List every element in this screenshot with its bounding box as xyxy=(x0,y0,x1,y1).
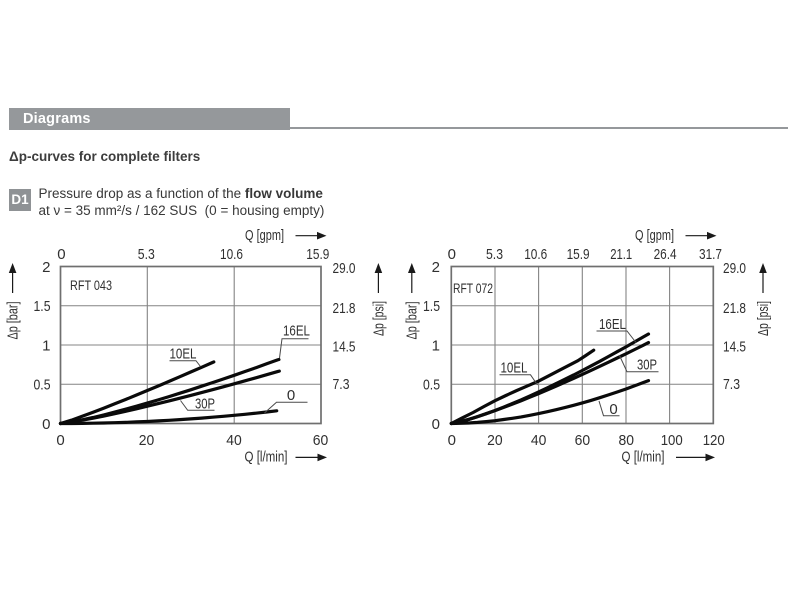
svg-text:7.3: 7.3 xyxy=(333,376,350,393)
svg-text:10EL: 10EL xyxy=(501,360,528,377)
svg-text:0: 0 xyxy=(42,416,50,433)
svg-text:1: 1 xyxy=(432,337,440,354)
svg-text:10EL: 10EL xyxy=(170,345,197,362)
svg-text:Δp [bar]: Δp [bar] xyxy=(404,302,421,340)
svg-text:RFT 043: RFT 043 xyxy=(70,277,112,293)
svg-text:29.0: 29.0 xyxy=(333,260,356,277)
svg-text:RFT 072: RFT 072 xyxy=(453,280,493,296)
svg-text:2: 2 xyxy=(432,259,440,276)
svg-text:60: 60 xyxy=(313,432,329,449)
svg-text:40: 40 xyxy=(226,432,242,449)
svg-text:14.5: 14.5 xyxy=(333,339,356,356)
svg-text:0: 0 xyxy=(448,246,456,263)
svg-text:29.0: 29.0 xyxy=(723,260,746,277)
svg-text:30P: 30P xyxy=(195,395,215,412)
svg-text:10.6: 10.6 xyxy=(220,246,243,263)
svg-text:20: 20 xyxy=(487,432,503,449)
svg-text:120: 120 xyxy=(703,432,725,449)
svg-text:21.8: 21.8 xyxy=(333,300,356,317)
svg-text:Q [l/min]: Q [l/min] xyxy=(245,449,288,466)
svg-text:Δp [bar]: Δp [bar] xyxy=(5,302,22,340)
svg-text:2: 2 xyxy=(42,259,50,276)
svg-text:Δp [psi]: Δp [psi] xyxy=(370,301,387,336)
svg-text:80: 80 xyxy=(619,432,635,449)
svg-text:Q [gpm]: Q [gpm] xyxy=(635,227,674,244)
svg-text:5.3: 5.3 xyxy=(138,246,155,263)
svg-text:Q [gpm]: Q [gpm] xyxy=(245,227,284,244)
svg-text:16EL: 16EL xyxy=(599,316,626,333)
svg-text:1: 1 xyxy=(42,337,50,354)
svg-text:0.5: 0.5 xyxy=(423,377,440,394)
svg-text:1.5: 1.5 xyxy=(34,298,51,315)
svg-text:60: 60 xyxy=(575,432,591,449)
svg-text:21.8: 21.8 xyxy=(723,300,746,317)
svg-text:1.5: 1.5 xyxy=(423,298,440,315)
svg-text:0: 0 xyxy=(56,432,64,449)
svg-text:0: 0 xyxy=(57,246,65,263)
svg-text:0: 0 xyxy=(609,401,617,418)
svg-text:21.1: 21.1 xyxy=(610,246,632,263)
svg-text:Q [l/min]: Q [l/min] xyxy=(622,449,665,466)
svg-text:15.9: 15.9 xyxy=(306,246,329,263)
svg-text:26.4: 26.4 xyxy=(654,246,677,263)
svg-text:40: 40 xyxy=(531,432,547,449)
svg-text:16EL: 16EL xyxy=(283,323,310,340)
svg-text:5.3: 5.3 xyxy=(486,246,503,263)
svg-text:7.3: 7.3 xyxy=(723,376,740,393)
svg-text:31.7: 31.7 xyxy=(699,246,722,263)
svg-text:0: 0 xyxy=(287,387,295,404)
svg-text:0: 0 xyxy=(448,432,456,449)
svg-text:20: 20 xyxy=(139,432,155,449)
svg-text:10.6: 10.6 xyxy=(524,246,547,263)
svg-text:15.9: 15.9 xyxy=(567,246,590,263)
svg-text:0.5: 0.5 xyxy=(34,377,51,394)
svg-text:0: 0 xyxy=(432,416,440,433)
svg-text:30P: 30P xyxy=(637,356,657,373)
svg-text:Δp [psi]: Δp [psi] xyxy=(755,301,772,336)
svg-text:100: 100 xyxy=(661,432,683,449)
svg-text:14.5: 14.5 xyxy=(723,339,746,356)
